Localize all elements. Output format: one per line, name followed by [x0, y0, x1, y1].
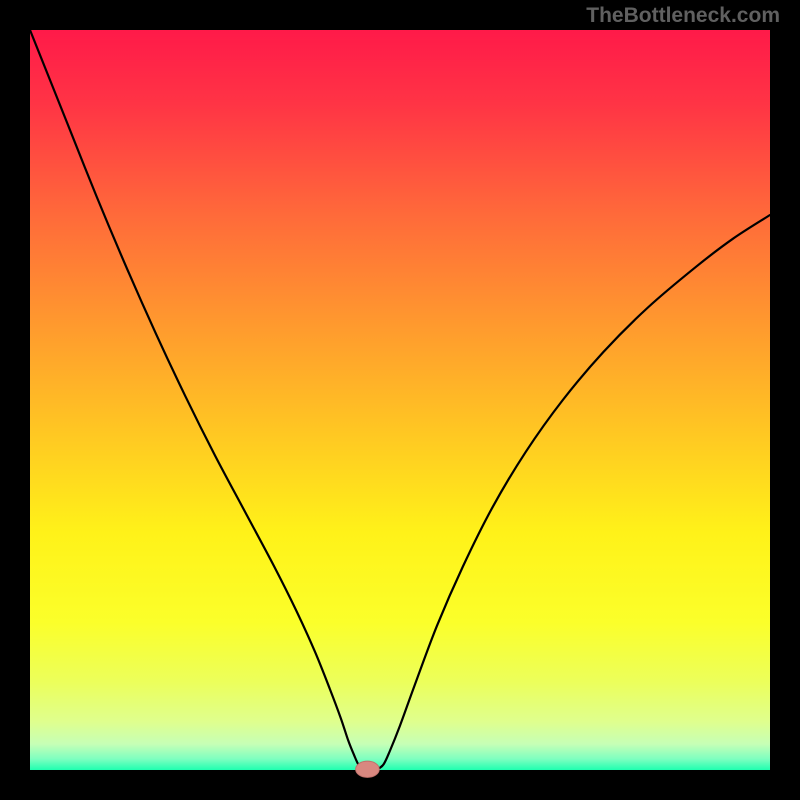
- plot-background: [30, 30, 770, 770]
- watermark-text: TheBottleneck.com: [586, 4, 780, 28]
- optimal-marker: [356, 761, 380, 777]
- bottleneck-chart: [0, 0, 800, 800]
- chart-container: TheBottleneck.com: [0, 0, 800, 800]
